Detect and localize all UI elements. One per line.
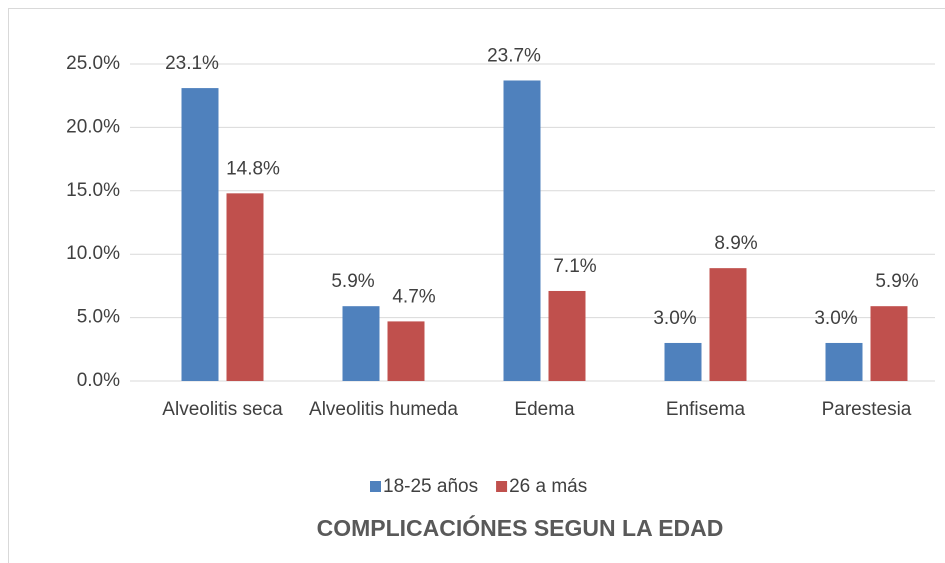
bar [387, 321, 425, 381]
bar [226, 193, 264, 381]
x-tick-label: Enfisema [665, 399, 746, 420]
bar [181, 88, 219, 381]
chart-border [8, 8, 945, 563]
x-tick-label: Alveolitis seca [162, 399, 283, 420]
x-tick-label: Parestesia [821, 399, 912, 420]
data-label: 3.0% [814, 308, 857, 329]
legend-label: 26 a más [509, 476, 587, 497]
bar [342, 306, 380, 381]
legend-label: 18-25 años [383, 476, 478, 497]
data-label: 23.1% [165, 53, 219, 74]
data-label: 3.0% [653, 308, 696, 329]
legend-swatch [370, 481, 381, 492]
data-label: 23.7% [487, 45, 541, 66]
data-label: 5.9% [875, 271, 918, 292]
data-label: 14.8% [226, 158, 280, 179]
data-label: 7.1% [553, 256, 596, 277]
legend-swatch [496, 481, 508, 492]
data-label: 4.7% [392, 286, 435, 307]
y-tick-label: 25.0% [66, 53, 120, 74]
y-tick-label: 15.0% [66, 180, 120, 201]
data-label: 8.9% [714, 233, 757, 254]
y-tick-label: 5.0% [77, 307, 120, 328]
bar [825, 342, 863, 381]
y-tick-label: 10.0% [66, 243, 120, 264]
bar [709, 268, 747, 381]
x-tick-label: Edema [514, 399, 575, 420]
bar [664, 342, 702, 381]
chart-title: COMPLICACIÓNES SEGUN LA EDAD [317, 514, 724, 541]
data-label: 5.9% [331, 271, 374, 292]
bar [548, 290, 586, 381]
x-tick-label: Alveolitis humeda [309, 399, 458, 420]
y-tick-label: 0.0% [77, 370, 120, 391]
bar [870, 306, 908, 381]
y-tick-label: 20.0% [66, 116, 120, 137]
bar [503, 80, 541, 381]
